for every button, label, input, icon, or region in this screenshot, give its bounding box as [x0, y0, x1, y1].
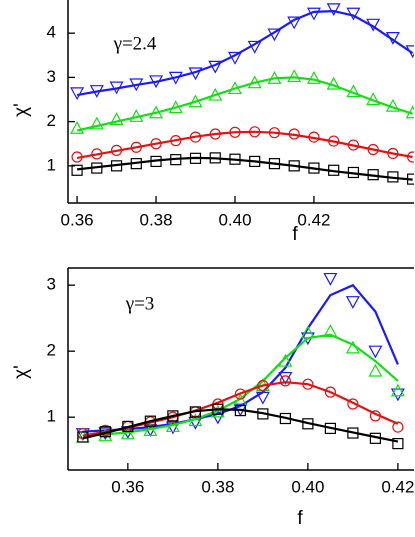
annotation: γ=2.4	[113, 33, 157, 54]
y-tick-label: 1	[47, 155, 56, 174]
marker	[210, 411, 225, 425]
annotation: γ=3	[125, 293, 155, 314]
x-tick-label: 0.38	[201, 477, 234, 496]
fit-line	[82, 408, 399, 443]
marker	[390, 383, 405, 397]
y-tick-label: 3	[47, 275, 56, 294]
marker	[109, 112, 124, 126]
y-axis-label: χ'	[11, 103, 32, 117]
x-tick-label: 0.36	[111, 477, 144, 496]
marker	[306, 71, 321, 84]
marker	[392, 437, 404, 450]
marker	[324, 386, 336, 398]
y-axis-label: χ'	[11, 365, 32, 379]
marker	[279, 375, 291, 387]
marker	[278, 371, 293, 385]
marker	[368, 345, 383, 359]
y-tick-label: 3	[47, 67, 56, 86]
y-tick-label: 2	[47, 341, 56, 360]
y-tick-label: 1	[47, 407, 56, 426]
x-tick-label: 0.42	[381, 477, 414, 496]
marker	[392, 421, 404, 433]
y-tick-label: 4	[47, 23, 56, 42]
marker	[89, 116, 104, 130]
x-tick-label: 0.40	[218, 210, 251, 229]
x-tick-label: 0.38	[139, 210, 172, 229]
marker	[368, 363, 383, 377]
fit-line	[76, 156, 413, 181]
marker	[71, 164, 83, 176]
x-tick-label: 0.40	[291, 477, 324, 496]
marker	[70, 121, 85, 134]
fit-line	[76, 76, 413, 132]
marker	[287, 69, 302, 83]
x-tick-label: 0.42	[297, 210, 330, 229]
fit-line	[76, 130, 413, 159]
plot-area	[75, 272, 405, 450]
marker	[326, 3, 341, 17]
plot-area	[70, 3, 414, 185]
x-tick-label: 0.36	[61, 210, 94, 229]
marker	[390, 388, 405, 402]
x-axis-label: f	[292, 224, 298, 245]
fit-line	[76, 9, 414, 97]
marker	[323, 324, 338, 337]
marker	[70, 87, 85, 101]
x-axis-label: f	[297, 508, 303, 529]
marker	[323, 272, 338, 286]
y-tick-label: 2	[47, 111, 56, 130]
marker	[234, 388, 246, 400]
marker	[345, 296, 360, 309]
fit-line	[82, 333, 399, 437]
